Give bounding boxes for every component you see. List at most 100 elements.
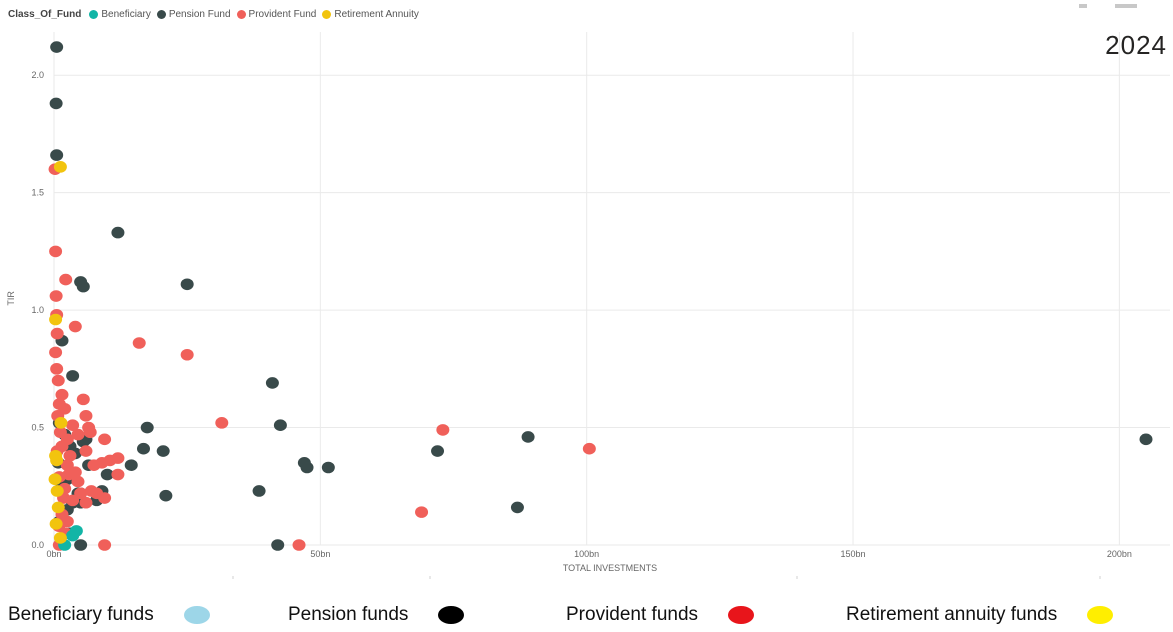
data-point [55, 388, 69, 401]
data-point [69, 525, 83, 537]
data-point [74, 539, 88, 551]
more-options-icon[interactable] [1115, 4, 1137, 8]
data-point [111, 468, 125, 481]
data-point [68, 466, 82, 478]
data-point [51, 374, 65, 387]
data-point [49, 518, 63, 530]
data-point [74, 487, 88, 500]
data-point [132, 337, 146, 349]
bottom-legend-beneficiary: Beneficiary funds [8, 604, 210, 626]
data-point [71, 428, 85, 441]
data-point [415, 506, 429, 518]
legend-label: Pension Fund [168, 9, 231, 20]
y-tick-label: 1.0 [31, 305, 44, 315]
data-point [87, 459, 101, 471]
data-point [156, 445, 170, 457]
data-point [63, 449, 77, 462]
data-point [50, 454, 64, 467]
x-tick-label: 0bn [46, 549, 61, 559]
data-point [431, 445, 445, 457]
bottom-legend-provident: Provident funds [566, 604, 755, 626]
legend-label: Beneficiary [101, 9, 151, 20]
data-point [136, 442, 150, 455]
year-label: 2024 [1105, 30, 1167, 60]
filter-icon[interactable] [1079, 4, 1087, 8]
top-legend: Class_Of_Fund Beneficiary Pension Fund P… [8, 9, 425, 20]
data-point [49, 290, 63, 302]
data-point [60, 459, 74, 471]
data-point [273, 419, 287, 432]
legend-item-pension[interactable]: Pension Fund [156, 9, 231, 20]
data-point [252, 485, 266, 497]
bottom-legend-label: Beneficiary funds [8, 604, 154, 625]
data-point [59, 273, 73, 286]
x-axis-title: TOTAL INVESTMENTS [563, 563, 657, 573]
data-point [300, 461, 314, 474]
scatter-chart: 0.0 0.5 1.0 1.5 2.0 0bn 50bn 100bn 150bn 200bn TOT… [6, 32, 1170, 579]
x-tick-label: 200bn [1107, 549, 1132, 559]
data-point [436, 424, 450, 436]
retirement-swatch-icon [322, 10, 332, 19]
beneficiary-dot-icon [183, 606, 210, 624]
data-point [49, 97, 63, 110]
bottom-legend-label: Retirement annuity funds [846, 604, 1058, 625]
bottom-legend-retirement: Retirement annuity funds [846, 604, 1114, 626]
data-point [140, 421, 154, 434]
bottom-legend-label: Pension funds [288, 604, 409, 625]
legend-title: Class_Of_Fund [8, 9, 82, 20]
data-point [265, 377, 279, 389]
data-point [79, 410, 93, 422]
data-point [100, 468, 114, 481]
data-point [79, 445, 93, 457]
visual-header-icons [1079, 4, 1137, 8]
y-tick-label: 0.5 [31, 423, 44, 433]
data-point [50, 149, 64, 161]
bottom-legend-pension: Pension funds [288, 604, 465, 626]
data-point [53, 161, 67, 173]
legend-item-retirement[interactable]: Retirement Annuity [322, 9, 419, 20]
data-point [180, 348, 194, 361]
data-point [48, 473, 62, 486]
data-point [124, 459, 138, 471]
data-point [84, 485, 98, 497]
data-point [53, 532, 67, 544]
pension-swatch-icon [156, 10, 166, 19]
y-tick-label: 0.0 [31, 540, 44, 550]
pension-dot-icon [438, 606, 465, 624]
data-point [53, 426, 67, 439]
data-point [50, 327, 64, 340]
data-point [79, 496, 93, 509]
data-point [49, 346, 63, 359]
x-tick-label: 150bn [841, 549, 866, 559]
legend-item-provident[interactable]: Provident Fund [236, 9, 317, 20]
legend-label: Retirement Annuity [334, 9, 419, 20]
data-point [66, 419, 80, 432]
legend-label: Provident Fund [248, 9, 317, 20]
legend-item-beneficiary[interactable]: Beneficiary [89, 9, 151, 20]
data-point [49, 313, 63, 326]
y-tick-label: 1.5 [31, 188, 44, 198]
data-point [49, 245, 63, 258]
y-tick-label: 2.0 [31, 70, 44, 80]
beneficiary-swatch-icon [89, 10, 99, 19]
data-point [51, 501, 65, 514]
data-point [54, 417, 68, 429]
data-point [98, 492, 112, 504]
data-point [98, 433, 112, 446]
data-point [50, 363, 64, 375]
retirement-dot-icon [1087, 606, 1114, 624]
data-point [159, 489, 173, 502]
data-point [83, 426, 97, 439]
data-point [66, 370, 80, 382]
data-point [71, 475, 85, 488]
provident-dot-icon [728, 606, 755, 624]
data-point [50, 485, 64, 497]
data-point [292, 539, 306, 551]
data-point [271, 539, 285, 551]
data-point [582, 442, 596, 455]
data-point [68, 320, 82, 333]
y-axis-title: TIR [6, 291, 16, 306]
data-point [98, 539, 112, 551]
data-point [321, 461, 335, 474]
data-point [510, 501, 524, 514]
